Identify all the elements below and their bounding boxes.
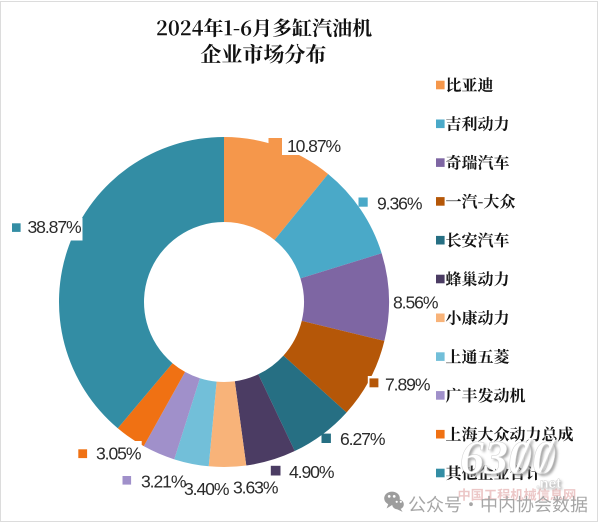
svg-text:3.21%: 3.21% — [141, 471, 187, 491]
svg-text:.net: .net — [536, 475, 561, 491]
svg-text:38.87%: 38.87% — [28, 217, 83, 237]
svg-text:8.56%: 8.56% — [393, 293, 439, 313]
svg-text:3.63%: 3.63% — [233, 477, 279, 497]
svg-text:10.87%: 10.87% — [287, 136, 342, 156]
svg-text:4.90%: 4.90% — [289, 462, 335, 482]
svg-text:7.89%: 7.89% — [385, 374, 431, 394]
svg-text:6300: 6300 — [460, 432, 556, 485]
svg-text:9.36%: 9.36% — [377, 194, 423, 214]
svg-text:3.05%: 3.05% — [96, 443, 142, 463]
svg-text:.net: .net — [538, 477, 563, 493]
svg-text:6300: 6300 — [462, 434, 558, 487]
svg-text:6.27%: 6.27% — [340, 429, 386, 449]
svg-text:3.40%: 3.40% — [184, 479, 230, 499]
